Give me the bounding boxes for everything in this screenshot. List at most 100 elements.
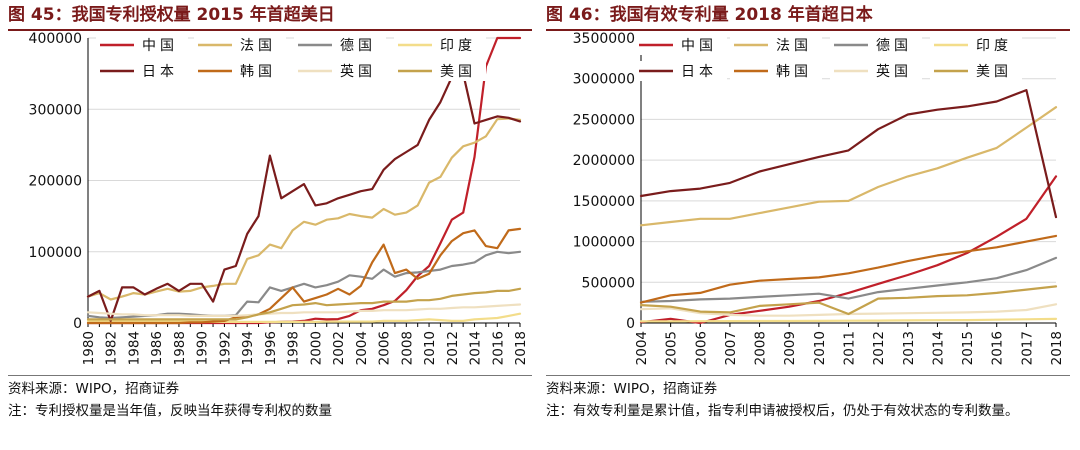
x-tick-label: 1994 xyxy=(240,331,256,365)
y-tick-label: 1500000 xyxy=(573,194,635,210)
x-tick-label: 2014 xyxy=(468,331,484,365)
x-tick-label: 2008 xyxy=(399,331,415,365)
legend-label: 美国 xyxy=(976,64,1012,80)
legend-label: 美国 xyxy=(440,64,476,80)
x-tick-label: 2016 xyxy=(990,331,1006,365)
figure-45: 图 45：我国专利授权量 2015 年首超美日 0 100000 200000 300… xyxy=(8,0,538,450)
legend-bg xyxy=(930,35,1022,55)
x-tick-label: 2011 xyxy=(842,331,858,365)
x-tick-label: 1984 xyxy=(126,331,142,365)
x-tick-label: 1990 xyxy=(195,331,211,365)
series-line-2 xyxy=(639,256,1058,303)
legend-label: 德国 xyxy=(340,38,376,54)
y-tick-label: 300000 xyxy=(29,102,82,118)
legend-bg xyxy=(194,61,286,81)
legend-bg xyxy=(394,35,486,55)
x-tick-label: 2005 xyxy=(664,331,680,365)
legend-label: 印度 xyxy=(440,38,476,54)
source-note: 资料来源：WIPO，招商证券 xyxy=(546,381,718,397)
series-line-3 xyxy=(639,317,1058,323)
x-tick-label: 2016 xyxy=(490,331,506,365)
y-tick-label: 3500000 xyxy=(573,31,635,47)
series-line-6 xyxy=(86,303,522,317)
source-note: 资料来源：WIPO，招商证券 xyxy=(8,381,180,397)
legend-label: 中国 xyxy=(681,38,717,54)
x-tick-label: 1980 xyxy=(81,331,97,365)
legend-label: 英国 xyxy=(876,63,912,80)
series-line-3 xyxy=(86,312,522,323)
chart-patents-in-force: 0 500000 1000000 1500000 2000000 2500000 30000… xyxy=(573,31,1065,365)
source-divider xyxy=(8,375,532,376)
source-divider xyxy=(546,375,1070,376)
x-tick-label: 2008 xyxy=(753,331,769,365)
chart-patents-granted: 0 100000 200000 300000 400000 1980 1982 1984 198… xyxy=(29,31,529,365)
legend-bg xyxy=(394,61,486,81)
legend-label: 日本 xyxy=(142,64,178,80)
series-line-1 xyxy=(86,117,522,301)
legend-bg xyxy=(730,61,822,81)
y-tick-label: 500000 xyxy=(582,275,635,291)
x-tick-label: 2018 xyxy=(1049,331,1065,365)
series-line-7 xyxy=(639,285,1058,316)
figure-title: 图 45：我国专利授权量 2015 年首超美日 xyxy=(8,2,532,31)
legend-label: 法国 xyxy=(776,38,812,54)
legend-label: 法国 xyxy=(240,38,276,54)
legend-label: 德国 xyxy=(876,38,912,54)
y-tick-label: 2000000 xyxy=(573,153,635,169)
y-tick-label: 0 xyxy=(626,316,635,332)
x-tick-label: 2017 xyxy=(1019,331,1035,365)
y-tick-label: 200000 xyxy=(29,174,82,190)
series-line-4 xyxy=(639,88,1058,219)
x-tick-label: 1982 xyxy=(104,331,120,365)
legend-bg xyxy=(96,35,188,55)
x-tick-label: 2014 xyxy=(930,331,946,365)
x-tick-label: 2006 xyxy=(377,331,393,365)
legend-bg xyxy=(194,35,286,55)
series-line-4 xyxy=(86,72,522,322)
legend-label: 韩国 xyxy=(240,64,276,80)
series-line-0 xyxy=(639,175,1058,325)
legend-bg xyxy=(830,35,922,55)
x-tick-label: 2010 xyxy=(422,331,438,365)
x-tick-label: 2009 xyxy=(782,331,798,365)
y-tick-label: 2500000 xyxy=(573,112,635,128)
legend-label: 日本 xyxy=(681,64,717,80)
series-line-5 xyxy=(639,234,1058,304)
x-tick-label: 2004 xyxy=(354,331,370,365)
y-tick-label: 3000000 xyxy=(573,72,635,88)
x-tick-label: 1996 xyxy=(263,331,279,365)
x-tick-label: 2002 xyxy=(331,331,347,365)
footnote: 注：专利授权量是当年值，反映当年获得专利权的数量 xyxy=(8,403,332,419)
x-tick-label: 2015 xyxy=(960,331,976,365)
legend-label: 韩国 xyxy=(776,64,812,80)
x-tick-label: 2012 xyxy=(871,331,887,365)
x-tick-label: 1998 xyxy=(286,331,302,365)
figure-title: 图 46：我国有效专利量 2018 年首超日本 xyxy=(546,2,1070,31)
footnote: 注：有效专利量是累计值，指专利申请被授权后，仍处于有效状态的专利数量。 xyxy=(546,403,1019,419)
legend-label: 印度 xyxy=(976,38,1012,54)
x-tick-label: 1988 xyxy=(172,331,188,365)
x-tick-label: 1992 xyxy=(217,331,233,365)
y-tick-label: 100000 xyxy=(29,245,82,261)
x-tick-label: 2007 xyxy=(723,331,739,365)
legend-label: 中国 xyxy=(142,38,178,54)
series-line-7 xyxy=(86,287,522,321)
legend-bg xyxy=(635,61,727,81)
figure-46: 图 46：我国有效专利量 2018 年首超日本 0 500000 1000000 15… xyxy=(546,0,1076,450)
x-tick-label: 2006 xyxy=(693,331,709,365)
x-tick-label: 2013 xyxy=(901,331,917,365)
x-tick-label: 2018 xyxy=(513,331,529,365)
series-line-1 xyxy=(639,106,1058,227)
x-tick-label: 1986 xyxy=(149,331,165,365)
x-tick-label: 2010 xyxy=(812,331,828,365)
x-tick-label: 2004 xyxy=(634,331,650,365)
legend-bg xyxy=(635,35,727,55)
y-tick-label: 0 xyxy=(73,316,82,332)
y-tick-label: 1000000 xyxy=(573,235,635,251)
x-tick-label: 2012 xyxy=(445,331,461,365)
legend-bg xyxy=(96,61,188,81)
legend-bg xyxy=(930,61,1022,81)
series-line-5 xyxy=(86,227,522,325)
